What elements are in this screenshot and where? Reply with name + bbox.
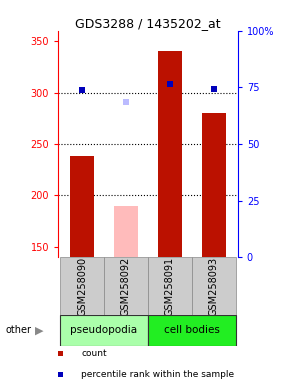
Bar: [192, 257, 235, 315]
Bar: [104, 257, 148, 315]
Bar: [60, 257, 104, 315]
Bar: [202, 113, 226, 257]
Text: other: other: [6, 325, 32, 335]
Bar: [158, 51, 182, 257]
Text: GSM258092: GSM258092: [121, 257, 131, 316]
Text: percentile rank within the sample: percentile rank within the sample: [81, 370, 234, 379]
Text: cell bodies: cell bodies: [164, 325, 220, 335]
Text: GSM258091: GSM258091: [165, 257, 175, 316]
Text: GSM258093: GSM258093: [209, 257, 219, 316]
Bar: [148, 315, 235, 346]
Bar: [70, 156, 94, 257]
Bar: [148, 257, 192, 315]
Text: GSM258090: GSM258090: [77, 257, 87, 316]
Title: GDS3288 / 1435202_at: GDS3288 / 1435202_at: [75, 17, 221, 30]
Bar: [114, 206, 138, 257]
Text: count: count: [81, 349, 107, 358]
Text: ▶: ▶: [35, 325, 43, 335]
Text: pseudopodia: pseudopodia: [70, 325, 138, 335]
Bar: [60, 315, 148, 346]
